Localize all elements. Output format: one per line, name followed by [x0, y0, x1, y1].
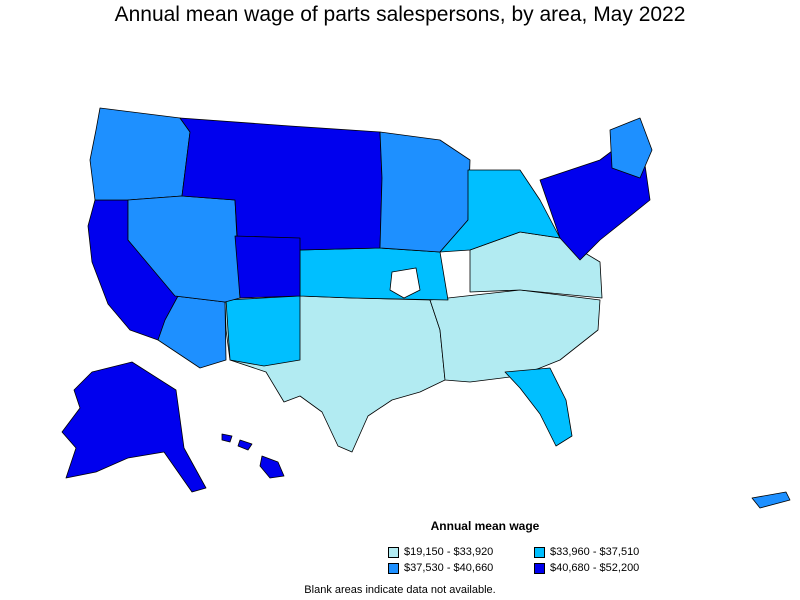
map-title: Annual mean wage of parts salespersons, … [114, 3, 686, 26]
legend-item: $19,150 - $33,920 [388, 545, 534, 559]
region-southeast-south [429, 289, 601, 383]
legend-title: Annual mean wage [430, 519, 540, 533]
region-florida [504, 367, 573, 447]
legend-label: $33,960 - $37,510 [550, 546, 640, 558]
blank-area [389, 267, 421, 299]
data-note: Blank areas indicate data not available. [304, 584, 496, 596]
region-hawaii-island-2 [237, 439, 253, 451]
legend: $19,150 - $33,920 $33,960 - $37,510 $37,… [388, 545, 688, 575]
legend-item: $37,530 - $40,660 [388, 561, 534, 575]
legend-item: $40,680 - $52,200 [534, 561, 680, 575]
region-central-plains [299, 247, 449, 301]
region-new-mexico [225, 295, 301, 367]
legend-label: $19,150 - $33,920 [404, 546, 494, 558]
region-alaska [61, 361, 207, 493]
legend-label: $37,530 - $40,660 [404, 562, 494, 574]
region-hawaii-island-1 [221, 433, 233, 443]
legend-item: $33,960 - $37,510 [534, 545, 680, 559]
legend-swatch [534, 562, 545, 574]
legend-swatch [534, 546, 545, 558]
region-colorado [234, 235, 301, 299]
region-puerto-rico [751, 491, 791, 509]
region-great-lakes [439, 169, 561, 253]
legend-label: $40,680 - $52,200 [550, 562, 640, 574]
region-hawaii [259, 455, 285, 479]
legend-swatch [388, 562, 399, 574]
region-pacific-northwest [89, 107, 191, 201]
region-maine [609, 117, 653, 179]
legend-swatch [388, 546, 399, 558]
